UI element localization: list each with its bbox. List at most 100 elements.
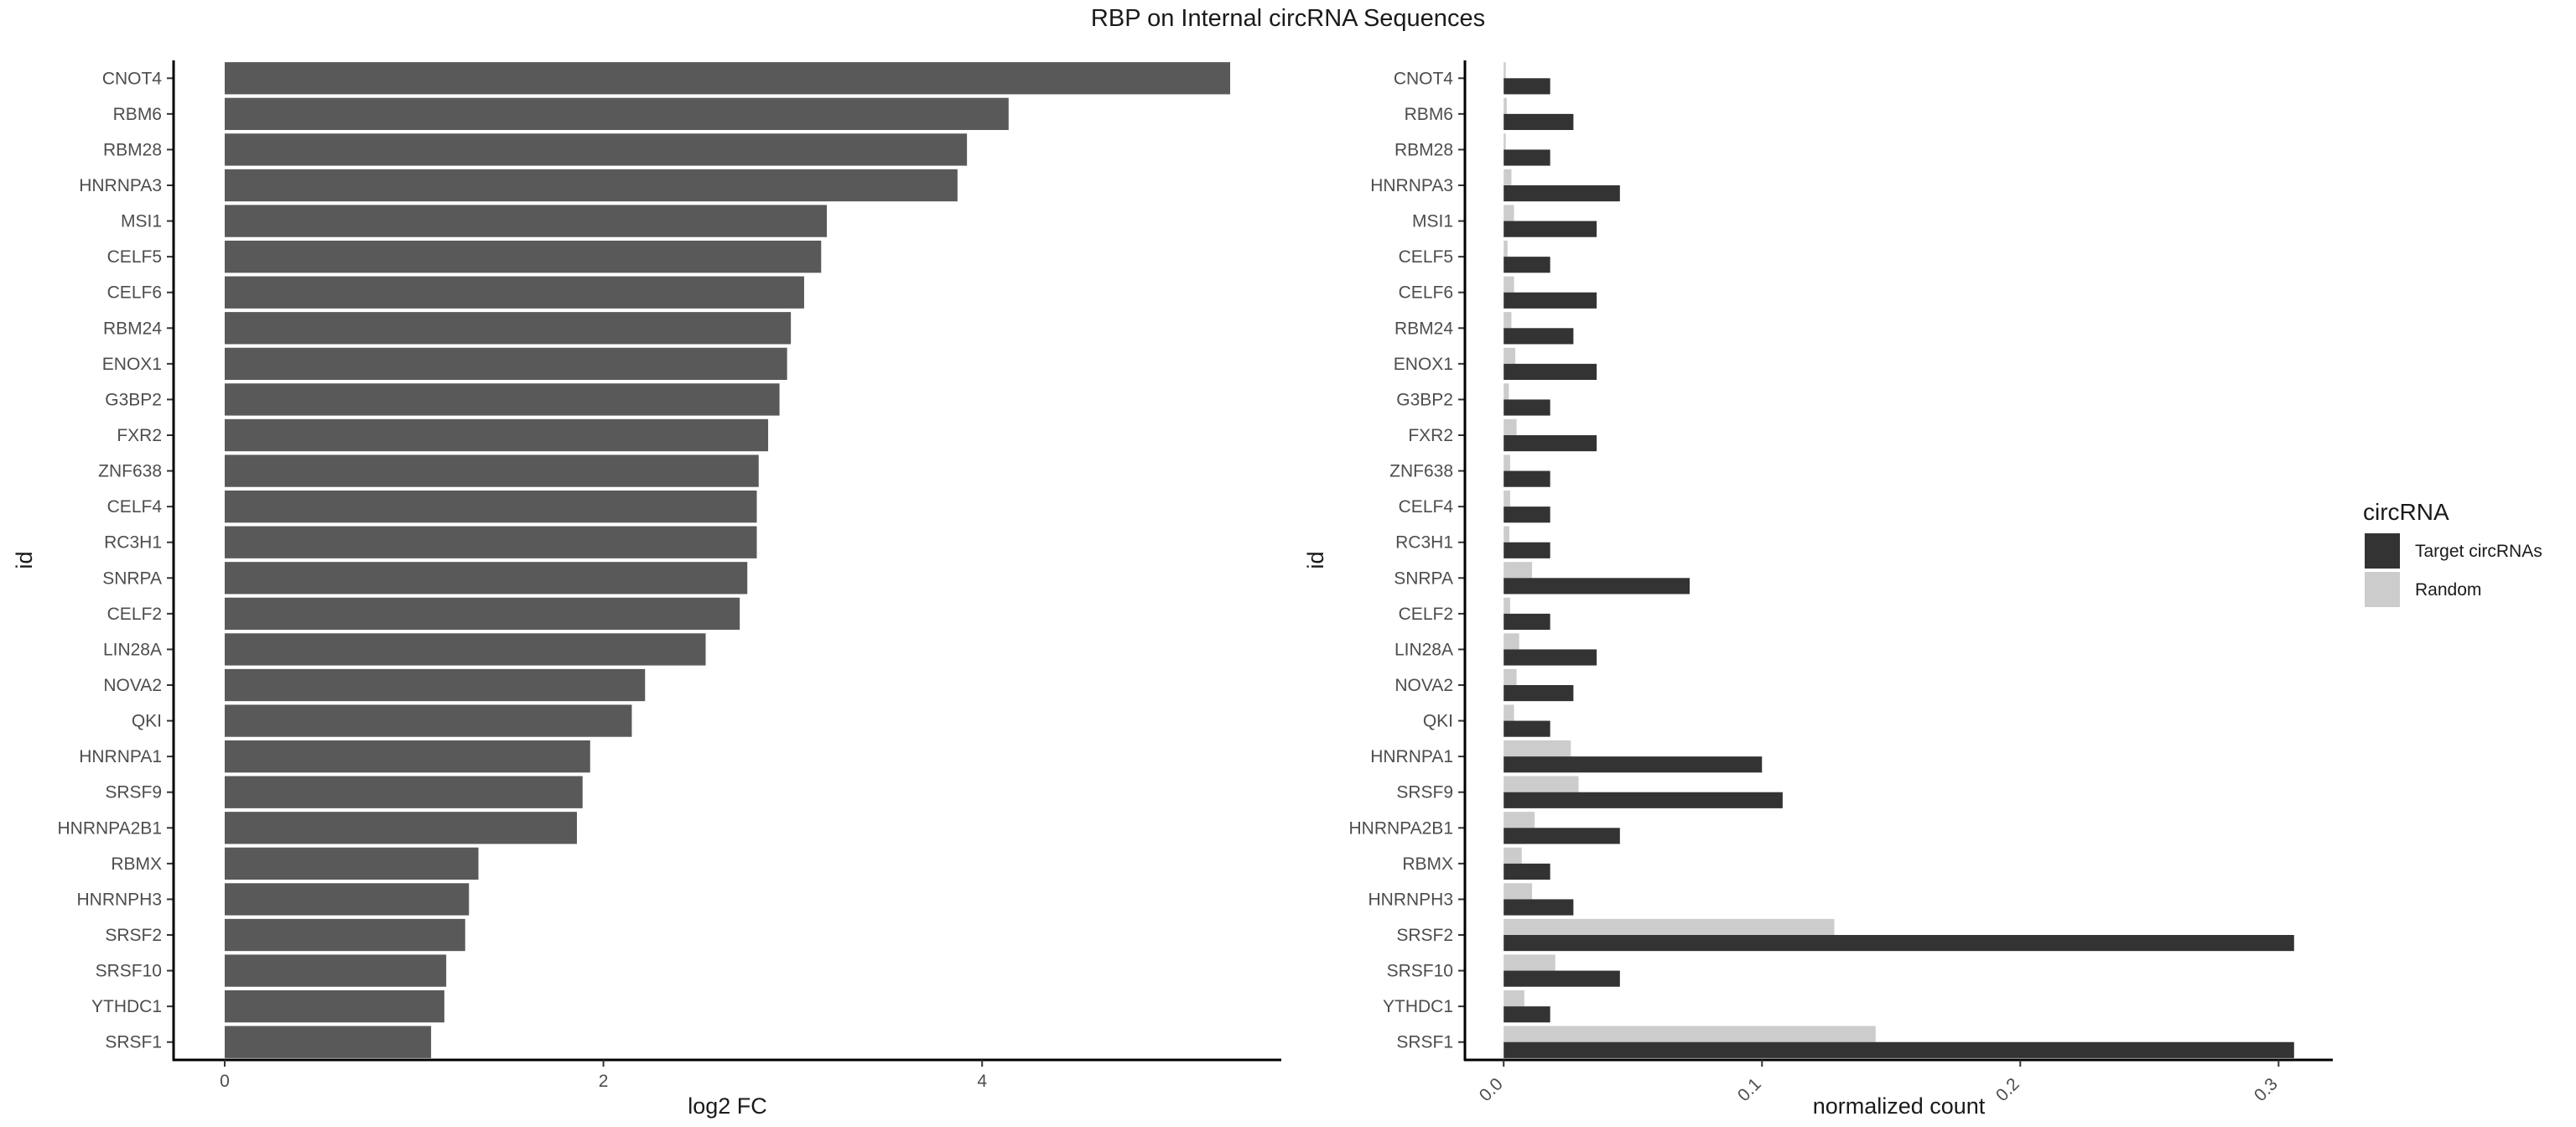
- bar-target-rbm24: [1504, 328, 1574, 345]
- y-tick-label: CNOT4: [1394, 69, 1453, 88]
- bar-target-celf5: [1504, 257, 1550, 273]
- y-tick-label: SRSF10: [96, 962, 162, 981]
- bar-random-srsf2: [1504, 918, 1835, 935]
- bar-celf2: [224, 597, 740, 631]
- bar-random-snrpa: [1504, 562, 1533, 579]
- bar-target-celf2: [1504, 613, 1550, 631]
- bar-target-msi1: [1504, 221, 1597, 237]
- y-axis-title: id: [12, 551, 37, 569]
- x-tick-label: 4: [977, 1072, 987, 1091]
- y-tick-label: SRSF9: [105, 783, 162, 802]
- y-tick-label: HNRNPH3: [76, 890, 162, 909]
- y-tick-label: SRSF1: [105, 1033, 162, 1052]
- bar-enox1: [224, 347, 787, 381]
- bar-random-qki: [1504, 704, 1514, 721]
- y-tick-label: CELF5: [107, 247, 162, 267]
- y-tick-label: HNRNPA1: [79, 747, 162, 766]
- legend: circRNA Target circRNAs Random: [2363, 499, 2542, 607]
- bar-celf6: [224, 276, 804, 309]
- y-tick-label: YTHDC1: [91, 997, 162, 1016]
- bar-random-celf6: [1504, 276, 1514, 293]
- y-tick-label: RBM24: [1394, 319, 1453, 338]
- y-tick-label: HNRNPA2B1: [1349, 818, 1453, 838]
- y-tick-label: CELF6: [107, 283, 162, 303]
- y-tick-label: FXR2: [117, 426, 162, 445]
- bar-target-hnrnph3: [1504, 899, 1574, 916]
- y-tick-label: RC3H1: [104, 533, 162, 553]
- bar-fxr2: [224, 418, 769, 452]
- bar-random-g3bp2: [1504, 383, 1509, 400]
- bar-target-cnot4: [1504, 78, 1550, 95]
- bar-target-nova2: [1504, 685, 1574, 702]
- y-tick-label: HNRNPA3: [79, 176, 162, 195]
- y-tick-label: SRSF2: [105, 926, 162, 945]
- legend-title: circRNA: [2363, 499, 2449, 525]
- bar-target-srsf1: [1504, 1041, 2294, 1058]
- bar-target-celf4: [1504, 506, 1550, 523]
- bar-rbmx: [224, 847, 479, 880]
- bar-random-rbm6: [1504, 97, 1507, 114]
- bar-target-lin28a: [1504, 649, 1597, 666]
- bar-random-hnrnph3: [1504, 883, 1533, 900]
- x-axis-title: log2 FC: [688, 1093, 767, 1119]
- bar-rbm28: [224, 133, 968, 166]
- y-tick-label: CELF6: [1399, 283, 1453, 303]
- legend-label-target-circrnas: Target circRNAs: [2415, 542, 2542, 561]
- y-tick-label: CELF5: [1399, 247, 1453, 267]
- x-tick-label: 0.2: [1992, 1074, 2023, 1105]
- bar-random-rc3h1: [1504, 526, 1509, 543]
- y-tick-label: RBMX: [111, 854, 162, 874]
- bar-target-rc3h1: [1504, 542, 1550, 558]
- y-tick-label: YTHDC1: [1383, 997, 1453, 1016]
- bar-target-rbmx: [1504, 863, 1550, 880]
- bar-target-rbm6: [1504, 113, 1574, 131]
- bar-random-lin28a: [1504, 633, 1519, 650]
- y-tick-label: CELF4: [107, 497, 163, 517]
- bar-random-nova2: [1504, 668, 1517, 685]
- y-tick-label: HNRNPH3: [1368, 890, 1453, 909]
- bar-target-qki: [1504, 720, 1550, 737]
- y-tick-label: MSI1: [121, 212, 162, 231]
- y-tick-label: ENOX1: [102, 355, 162, 374]
- bar-target-enox1: [1504, 363, 1597, 381]
- right-panel-normalized-count: CNOT4 RBM6 RBM28 HNRNPA3 MSI1 CELF5 CELF6 RBM24…: [1303, 60, 2333, 1119]
- bar-rbm6: [224, 97, 1009, 131]
- bar-target-znf638: [1504, 470, 1550, 487]
- x-tick-label: 0.1: [1734, 1074, 1765, 1105]
- bar-random-rbm28: [1504, 133, 1506, 150]
- y-tick-label: SRSF2: [1396, 926, 1453, 945]
- x-tick-label: 0.0: [1476, 1074, 1507, 1105]
- y-tick-label: RBMX: [1402, 854, 1453, 874]
- bar-random-srsf1: [1504, 1026, 1876, 1042]
- bar-target-srsf2: [1504, 935, 2294, 952]
- y-tick-label: RC3H1: [1395, 533, 1453, 553]
- bar-hnrnpa2b1: [224, 812, 577, 844]
- bar-snrpa: [224, 562, 748, 595]
- y-tick-label: HNRNPA1: [1370, 747, 1453, 766]
- bar-target-srsf9: [1504, 792, 1783, 808]
- bar-random-znf638: [1504, 454, 1510, 471]
- y-tick-label: RBM28: [1394, 140, 1453, 159]
- y-tick-label: CNOT4: [102, 69, 162, 88]
- bar-hnrnph3: [224, 883, 470, 916]
- bar-target-celf6: [1504, 292, 1597, 309]
- bar-ythdc1: [224, 989, 444, 1023]
- y-tick-label: HNRNPA3: [1370, 176, 1453, 195]
- x-tick-label: 2: [599, 1072, 609, 1091]
- bar-random-ythdc1: [1504, 989, 1524, 1007]
- y-tick-label: RBM6: [1405, 105, 1453, 124]
- bar-target-hnrnpa2b1: [1504, 828, 1620, 844]
- y-tick-label: G3BP2: [105, 390, 162, 409]
- bar-znf638: [224, 454, 759, 487]
- bar-random-msi1: [1504, 205, 1514, 221]
- bar-random-cnot4: [1504, 62, 1506, 79]
- y-tick-label: SRSF1: [1396, 1033, 1453, 1052]
- bar-hnrnpa3: [224, 169, 958, 202]
- bar-target-rbm28: [1504, 149, 1550, 166]
- x-tick-label: 0.3: [2251, 1074, 2282, 1105]
- legend-label-random: Random: [2415, 580, 2481, 600]
- bar-srsf9: [224, 776, 583, 808]
- y-tick-label: CELF4: [1399, 497, 1454, 517]
- chart-title: RBP on Internal circRNA Sequences: [1090, 5, 1486, 32]
